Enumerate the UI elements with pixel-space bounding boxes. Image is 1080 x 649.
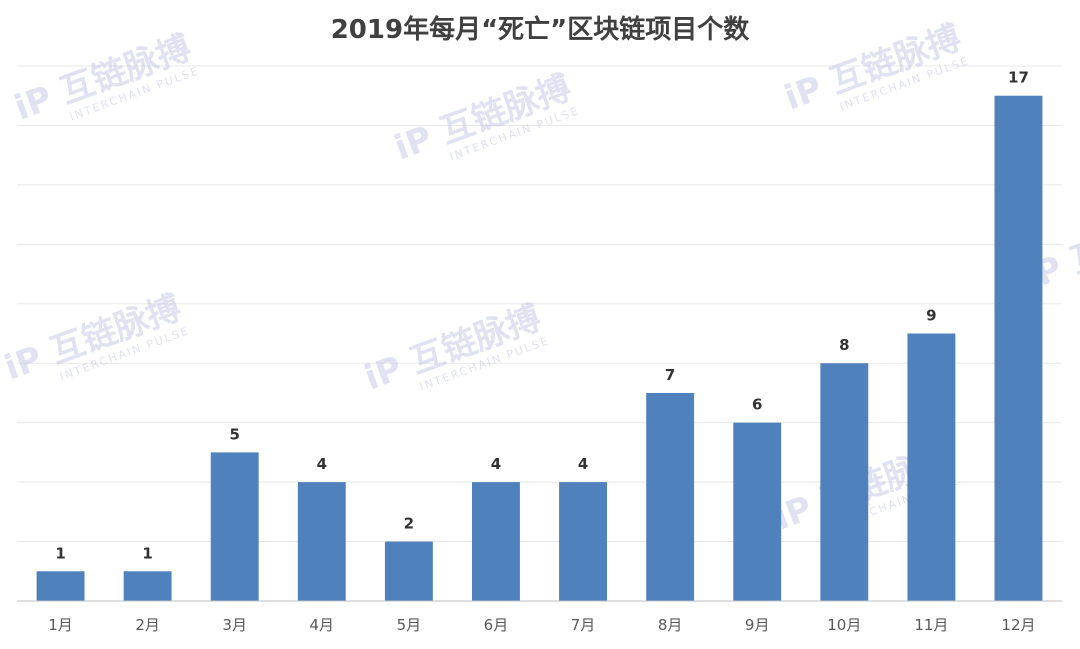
data-label: 4: [578, 455, 588, 473]
bar: [472, 482, 520, 601]
x-tick-labels: 1月 2月 3月 4月 5月 6月 7月 8月 9月 10月 11月 12月: [48, 616, 1035, 634]
x-tick-label: 11月: [914, 616, 948, 634]
bar: [384, 541, 433, 601]
x-tick-label: 7月: [571, 616, 596, 634]
bar: [733, 422, 782, 601]
x-tick-label: 2月: [135, 616, 160, 634]
x-tick-label: 9月: [745, 616, 770, 634]
x-tick-label: 5月: [397, 616, 422, 634]
bar: [210, 452, 259, 601]
data-label: 1: [142, 544, 152, 562]
data-label: 1: [55, 544, 65, 562]
bar: [123, 571, 172, 601]
bar: [297, 482, 346, 601]
bars: [36, 95, 1043, 601]
gridlines: [17, 65, 1062, 543]
x-tick-label: 1月: [48, 616, 73, 634]
bar: [907, 333, 956, 601]
data-label: 4: [491, 455, 501, 473]
data-label: 5: [229, 425, 239, 443]
data-label: 8: [839, 336, 849, 354]
x-tick-label: 6月: [484, 616, 509, 634]
chart-title: 2019年每月“死亡”区块链项目个数: [331, 14, 751, 45]
x-tick-label: 8月: [658, 616, 683, 634]
data-label: 6: [752, 396, 762, 414]
bar: [820, 363, 869, 601]
data-labels: 1 1 5 4 2 4 4 7 6 8 9 17: [55, 69, 1029, 563]
bar: [994, 95, 1043, 601]
data-label: 17: [1008, 69, 1029, 87]
data-label: 9: [926, 307, 936, 325]
x-tick-label: 10月: [827, 616, 861, 634]
x-tick-label: 12月: [1001, 616, 1035, 634]
bar: [646, 392, 695, 601]
data-label: 7: [665, 366, 675, 384]
data-label: 4: [317, 455, 327, 473]
x-tick-label: 3月: [222, 616, 247, 634]
bar: [36, 571, 85, 601]
bar: [559, 482, 607, 601]
x-tick-label: 4月: [310, 616, 335, 634]
data-label: 2: [404, 515, 414, 533]
